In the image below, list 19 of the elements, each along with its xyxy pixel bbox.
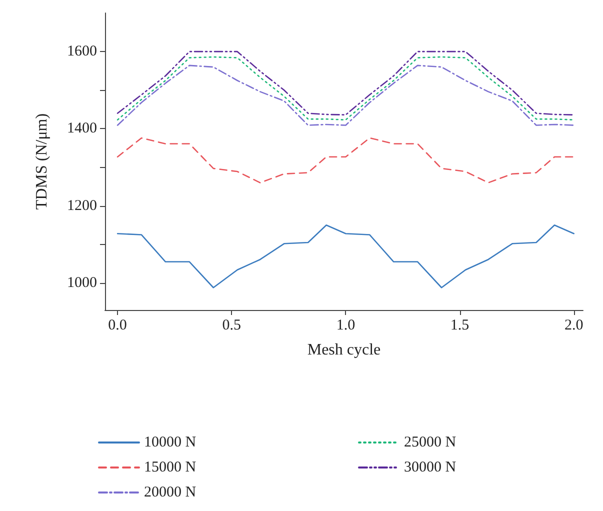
x-axis-title: Mesh cycle [307, 342, 381, 358]
y-tick-label: 1600 [67, 44, 97, 60]
x-tick-label: 0.5 [222, 318, 242, 334]
legend-label: 25000 N [404, 434, 456, 450]
line-series [116, 224, 575, 288]
x-tick-label: 1.5 [450, 318, 470, 334]
legend-label: 10000 N [144, 434, 196, 450]
legend-label: 20000 N [144, 484, 196, 500]
legend-label: 15000 N [144, 460, 196, 476]
x-tick-label: 1.0 [336, 318, 356, 334]
y-tick-label: 1200 [67, 198, 97, 214]
line-series [116, 64, 575, 126]
line-series [116, 137, 575, 184]
y-tick-label: 1400 [67, 120, 97, 137]
legend-label: 30000 N [404, 460, 456, 476]
y-axis-title: TDMS (N/μm) [34, 113, 50, 210]
x-tick-label: 2.0 [564, 318, 584, 334]
x-tick-label: 0.0 [108, 318, 127, 334]
y-tick-label: 1000 [67, 275, 97, 291]
